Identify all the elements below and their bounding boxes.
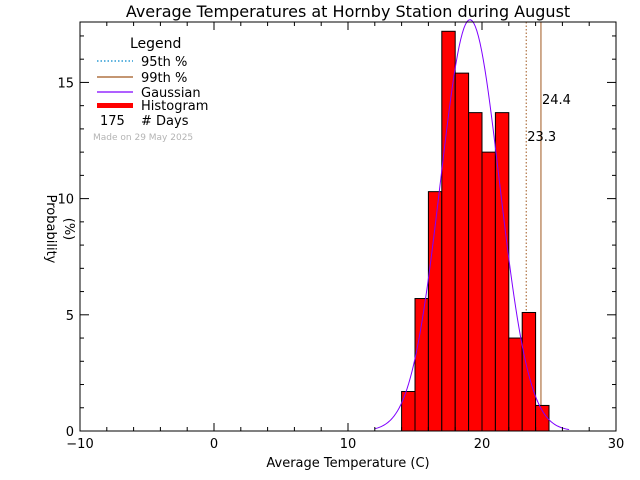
chart-title: Average Temperatures at Hornby Station d…	[126, 2, 570, 21]
p95-value-label: 23.3	[527, 130, 556, 145]
x-tick-label: 30	[608, 437, 625, 452]
y-axis-label-line1: Probability	[43, 195, 58, 264]
legend-histogram-swatch	[97, 103, 133, 108]
y-axis-label-line2: (%)	[61, 218, 76, 241]
x-tick-label: 0	[210, 437, 218, 452]
made-on-note: Made on 29 May 2025	[93, 133, 193, 143]
legend: Legend 95th % 99th % Gaussian Histogram …	[93, 36, 208, 143]
legend-p99-label: 99th %	[141, 71, 187, 86]
y-axis-ticks: 0 5 10 15	[57, 35, 616, 440]
legend-days-label: # Days	[141, 114, 189, 129]
histogram-bar	[441, 30, 456, 432]
y-tick-label: 5	[66, 309, 74, 324]
histogram-bar	[468, 112, 483, 432]
y-tick-label: 15	[57, 76, 74, 91]
y-tick-label: 10	[57, 193, 74, 208]
legend-title: Legend	[130, 36, 181, 52]
gaussian-curve	[374, 19, 570, 431]
x-tick-label: 20	[474, 437, 491, 452]
histogram-bar	[481, 151, 496, 432]
x-axis-label: Average Temperature (C)	[266, 456, 429, 471]
histogram-bar	[508, 337, 523, 432]
legend-histogram-label: Histogram	[141, 99, 208, 114]
histogram-bar	[521, 311, 537, 432]
legend-p95-label: 95th %	[141, 55, 187, 70]
histogram-bar	[414, 298, 429, 432]
legend-days-count: 175	[100, 114, 125, 129]
x-axis-ticks: −10 0 10 20 30	[66, 22, 624, 452]
x-tick-label: −10	[66, 437, 93, 452]
legend-gaussian-label: Gaussian	[141, 86, 201, 101]
x-tick-label: 10	[340, 437, 357, 452]
y-axis-label: Probability (%)	[43, 195, 76, 264]
histogram-bar	[454, 72, 470, 432]
histogram-bars	[401, 30, 550, 432]
p99-value-label: 24.4	[542, 93, 571, 108]
y-tick-label: 0	[66, 425, 74, 440]
